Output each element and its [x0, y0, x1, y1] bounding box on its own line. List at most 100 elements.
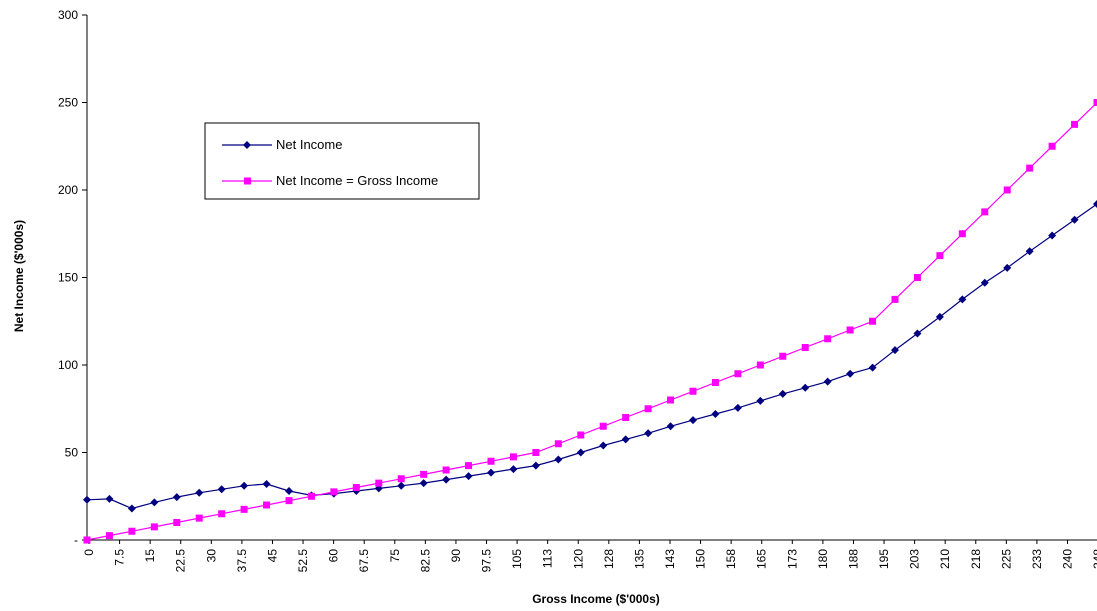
data-point	[756, 396, 765, 405]
legend: Net Income Net Income = Gross Income	[204, 122, 480, 200]
x-tick-label: 135	[632, 549, 646, 569]
data-point	[599, 441, 608, 450]
data-point	[105, 532, 113, 540]
data-point	[621, 435, 630, 444]
data-point	[1071, 120, 1079, 128]
x-tick-label: 233	[1030, 549, 1044, 569]
data-point	[711, 410, 720, 418]
data-point	[150, 523, 158, 531]
x-tick-label: 0	[82, 549, 96, 556]
x-tick-label: 180	[816, 549, 830, 569]
data-point	[1093, 99, 1097, 106]
data-point	[1003, 263, 1012, 272]
data-point	[935, 312, 944, 321]
series-line	[86, 203, 1097, 510]
data-point	[352, 484, 360, 491]
data-point	[599, 422, 607, 430]
data-point	[83, 536, 91, 544]
data-point	[1003, 186, 1011, 194]
series-line	[86, 102, 1097, 541]
data-point	[644, 405, 652, 413]
legend-box	[204, 122, 480, 200]
x-tick-label: 173	[785, 549, 799, 569]
data-point	[240, 505, 248, 513]
x-tick-label: 67.5	[357, 549, 371, 573]
data-point	[83, 495, 91, 504]
data-point	[868, 363, 877, 372]
data-point	[397, 475, 405, 483]
data-point	[869, 317, 877, 325]
data-point	[801, 383, 810, 392]
data-point	[172, 493, 181, 502]
data-point	[734, 370, 742, 378]
y-tick-label: 200	[58, 183, 78, 197]
data-point	[577, 431, 585, 439]
x-tick-label: 143	[663, 549, 677, 569]
data-point	[779, 352, 787, 360]
legend-label-net-income: Net Income	[276, 137, 342, 152]
y-tick-label: -	[74, 533, 78, 547]
x-tick-label: 120	[571, 549, 585, 569]
data-point	[733, 403, 742, 412]
x-tick-label: 52.5	[296, 549, 310, 573]
y-tick-label: 300	[58, 8, 78, 22]
x-tick-label: 97.5	[480, 549, 494, 573]
data-point	[330, 488, 338, 496]
data-point	[667, 396, 675, 404]
data-point	[823, 377, 832, 386]
y-axis-title: Net Income ($'000s)	[12, 220, 26, 332]
x-axis-title: Gross Income ($'000s)	[532, 592, 660, 606]
data-point	[105, 494, 114, 503]
y-tick-label: 50	[65, 446, 79, 460]
data-point	[465, 462, 473, 470]
data-point	[622, 414, 630, 421]
data-point	[487, 468, 495, 477]
data-point	[487, 457, 495, 465]
data-point	[846, 369, 855, 378]
data-point	[936, 252, 944, 260]
x-tick-label: 225	[999, 549, 1013, 569]
data-point	[756, 361, 764, 369]
data-point	[801, 344, 809, 351]
y-axis: - 50 100 150 200 250 300	[58, 8, 88, 547]
x-tick-label: 37.5	[235, 549, 249, 573]
y-tick-label: 150	[58, 271, 78, 285]
data-point	[173, 519, 181, 526]
data-point	[958, 230, 966, 238]
legend-marker-square	[244, 177, 251, 185]
x-tick-label: 113	[541, 549, 555, 568]
data-point	[958, 295, 967, 304]
x-tick-label: 210	[938, 549, 952, 569]
x-tick-label: 203	[908, 549, 922, 569]
x-tick-label: 240	[1061, 549, 1075, 569]
x-tick-label: 158	[724, 549, 738, 569]
data-point	[218, 510, 226, 518]
x-tick-label: 165	[755, 549, 769, 569]
data-point	[1048, 231, 1057, 240]
data-point	[263, 501, 271, 509]
data-point	[150, 498, 159, 507]
data-point	[689, 416, 697, 425]
x-tick-label: 15	[143, 549, 157, 563]
series-net-income	[83, 200, 1097, 513]
y-tick-label: 100	[58, 358, 78, 372]
data-point	[1025, 247, 1034, 256]
data-point	[442, 466, 450, 474]
data-point	[397, 481, 406, 490]
x-tick-label: 30	[204, 549, 218, 563]
data-point	[419, 479, 428, 488]
data-point	[240, 481, 249, 490]
data-point	[128, 527, 136, 535]
data-point	[980, 278, 989, 287]
x-tick-label: 150	[694, 549, 708, 569]
series-net-equals-gross	[83, 99, 1097, 544]
x-tick-label: 45	[265, 549, 279, 563]
legend-entry-net-equals-gross: Net Income = Gross Income	[222, 173, 438, 188]
x-tick-label: 128	[602, 549, 616, 569]
data-point	[981, 208, 989, 216]
legend-entry-net-income: Net Income	[222, 137, 342, 152]
data-point	[644, 429, 653, 438]
data-point	[913, 274, 921, 281]
